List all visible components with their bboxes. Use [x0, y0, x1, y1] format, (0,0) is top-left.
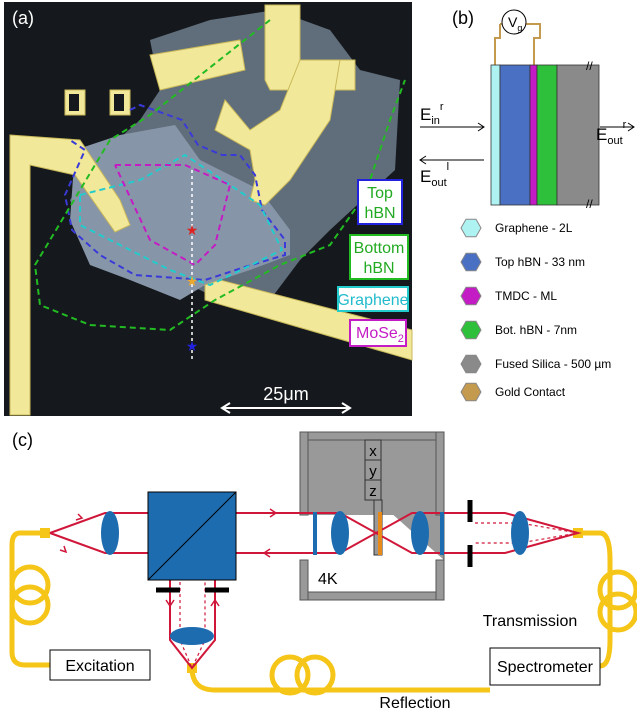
fiber-tip	[40, 528, 50, 538]
electrode-gap	[114, 94, 124, 111]
stage-label: y	[369, 463, 377, 480]
break-mark: //	[586, 59, 593, 73]
transmission-label: Transmission	[483, 613, 578, 630]
legend-swatch	[461, 383, 481, 400]
setup: (c) x y z 4K Excitation	[12, 430, 636, 712]
excitation-label: Excitation	[65, 658, 134, 675]
optics	[101, 492, 529, 645]
legend-swatch	[461, 253, 481, 270]
stage-label: z	[369, 483, 377, 500]
bottom-hbn-label: hBN	[363, 260, 394, 277]
legend-label: Gold Contact	[495, 385, 566, 399]
cryostat-wall	[300, 592, 444, 600]
gate-wire	[495, 24, 500, 65]
scale-bar-label: 25μm	[263, 384, 308, 404]
legend-label: TMDC - ML	[495, 289, 557, 303]
e-sup: r	[623, 119, 627, 131]
legend-label: Top hBN - 33 nm	[495, 255, 585, 269]
electrode-gap	[69, 94, 79, 111]
gate-sub: g	[517, 23, 522, 33]
e-sup: l	[447, 161, 449, 173]
layer	[557, 65, 599, 205]
star: ★	[186, 222, 199, 238]
bottom-hbn-label: Bottom	[354, 240, 405, 257]
layers: // //	[491, 59, 599, 211]
legend-swatch	[461, 321, 481, 338]
break-mark: //	[586, 197, 593, 211]
graphene-label: Graphene	[337, 292, 408, 309]
legend-swatch	[461, 287, 481, 304]
layer	[537, 65, 557, 205]
panel-label: (a)	[12, 8, 34, 28]
cryostat-wall	[300, 432, 308, 515]
reflection-label: Reflection	[379, 695, 450, 712]
panel-label: (c)	[12, 430, 33, 450]
layer	[491, 65, 500, 205]
e-out-l-label: Eoutl	[420, 161, 449, 189]
page: { "panel_a": {"label": "(a)", "top_hbn":…	[0, 0, 637, 725]
gate-wire	[525, 24, 540, 65]
cryostat-wall	[300, 560, 308, 600]
legend-label: Bot. hBN - 7nm	[495, 323, 577, 337]
e-base: E	[596, 125, 607, 144]
stage-label: x	[369, 443, 377, 460]
legend-label: Graphene - 2L	[495, 221, 573, 235]
e-sub: out	[607, 135, 622, 147]
star: ★	[186, 338, 199, 354]
top-hbn-label: hBN	[364, 205, 395, 222]
e-sup: r	[440, 101, 444, 113]
cryostat-wall	[436, 432, 444, 515]
e-base: E	[420, 167, 431, 186]
star: ★	[186, 273, 199, 289]
cryostat-wall	[300, 432, 444, 440]
e-out-r-label: Eoutr	[596, 119, 627, 147]
layer	[500, 65, 530, 205]
sample	[378, 512, 382, 555]
legend-swatch	[461, 219, 481, 236]
legend: Graphene - 2L Top hBN - 33 nm TMDC - ML Bot…	[461, 219, 611, 400]
top-hbn-label: Top	[367, 185, 393, 202]
e-sub: out	[431, 177, 446, 189]
e-sub: in	[431, 115, 440, 127]
legend-label: Fused Silica - 500 µm	[495, 357, 611, 371]
e-in-label: Einr	[420, 101, 444, 127]
spectrometer-label: Spectrometer	[497, 659, 594, 676]
temperature-label: 4K	[318, 571, 338, 588]
mose2-base: MoSe	[356, 325, 398, 342]
figure: ★ ★ ★ Top hBN Bottom hBN Graphene MoSe2 …	[0, 0, 637, 725]
panel-label: (b)	[452, 8, 474, 28]
cryostat-wall	[436, 560, 444, 600]
micrograph: ★ ★ ★ Top hBN Bottom hBN Graphene MoSe2 …	[4, 2, 412, 416]
legend-swatch	[461, 355, 481, 372]
layer	[530, 65, 537, 205]
e-base: E	[420, 105, 431, 124]
mose2-sub: 2	[398, 333, 404, 345]
stack-diagram: (b) Vg //// Einr Eoutl Eoutr Graphene - …	[420, 8, 634, 401]
